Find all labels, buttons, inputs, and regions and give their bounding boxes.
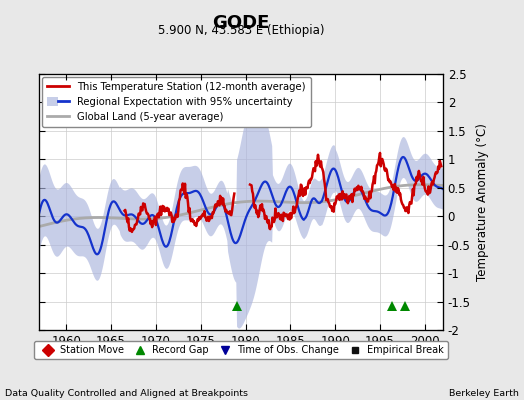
Legend: Station Move, Record Gap, Time of Obs. Change, Empirical Break: Station Move, Record Gap, Time of Obs. C… (34, 341, 448, 359)
Text: GODE: GODE (212, 14, 270, 32)
Text: Data Quality Controlled and Aligned at Breakpoints: Data Quality Controlled and Aligned at B… (5, 389, 248, 398)
Text: Berkeley Earth: Berkeley Earth (449, 389, 519, 398)
Y-axis label: Temperature Anomaly (°C): Temperature Anomaly (°C) (476, 123, 489, 281)
Text: 5.900 N, 43.583 E (Ethiopia): 5.900 N, 43.583 E (Ethiopia) (158, 24, 324, 37)
Legend: This Temperature Station (12-month average), Regional Expectation with 95% uncer: This Temperature Station (12-month avera… (42, 77, 311, 127)
